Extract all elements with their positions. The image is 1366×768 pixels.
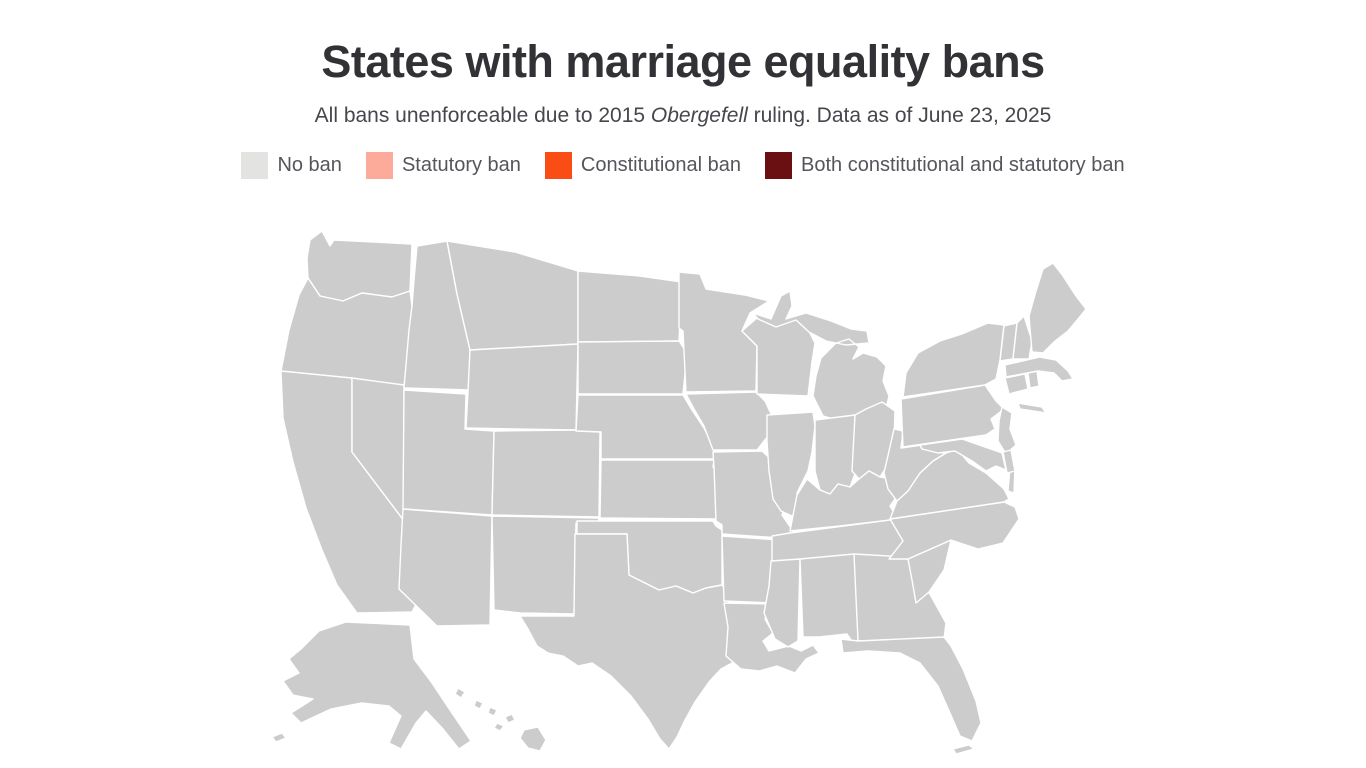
state-massachusetts <box>1004 356 1074 382</box>
state-indiana <box>814 414 857 495</box>
state-maryland <box>919 438 1007 472</box>
state-florida <box>840 636 982 755</box>
legend-label-constitutional-ban: Constitutional ban <box>580 153 742 176</box>
legend: No ban Statutory ban Constitutional ban … <box>0 151 1366 179</box>
state-maine <box>1028 262 1087 354</box>
legend-label-no-ban: No ban <box>277 153 342 176</box>
state-alaska <box>271 621 472 750</box>
legend-swatch-statutory-ban <box>365 151 393 179</box>
chart-subtitle: All bans unenforceable due to 2015 Oberg… <box>0 104 1366 128</box>
state-colorado <box>491 429 601 518</box>
state-kansas <box>599 459 720 520</box>
state-north-carolina <box>888 501 1020 560</box>
legend-swatch-constitutional-ban <box>544 151 572 179</box>
state-michigan <box>752 290 890 422</box>
chart-title: States with marriage equality bans <box>321 36 1045 87</box>
state-rhode-island <box>1027 370 1040 389</box>
chart-header: States with marriage equality bans All b… <box>0 0 1366 179</box>
legend-swatch-both-bans <box>765 151 793 179</box>
state-washington <box>306 230 413 302</box>
subtitle-text-pre: All bans unenforceable due to 2015 <box>314 103 651 127</box>
state-montana <box>446 240 579 351</box>
legend-swatch-no-ban <box>241 151 269 179</box>
state-new-hampshire <box>1012 315 1033 360</box>
legend-item-constitutional-ban: Constitutional ban <box>544 151 742 179</box>
state-new-york <box>902 322 1047 414</box>
legend-label-both-bans: Both constitutional and statutory ban <box>801 153 1125 176</box>
state-hawaii <box>454 687 547 752</box>
state-texas <box>519 533 735 750</box>
state-north-dakota <box>577 270 683 343</box>
state-new-jersey <box>997 406 1017 455</box>
legend-item-no-ban: No ban <box>241 151 342 179</box>
legend-label-statutory-ban: Statutory ban <box>401 153 521 176</box>
state-delaware <box>1002 449 1016 474</box>
state-iowa <box>685 391 773 451</box>
subtitle-case-name: Obergefell <box>650 103 748 127</box>
state-wyoming <box>465 343 579 431</box>
state-south-dakota <box>577 340 688 395</box>
subtitle-text-post: ruling. Data as of June 23, 2025 <box>747 103 1052 127</box>
legend-item-both-bans: Both constitutional and statutory ban <box>765 151 1125 179</box>
legend-item-statutory-ban: Statutory ban <box>365 151 521 179</box>
state-mississippi <box>763 558 801 648</box>
